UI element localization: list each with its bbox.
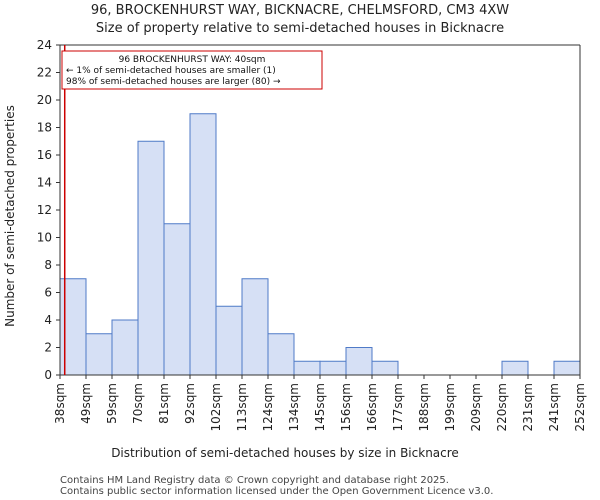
bar-49sqm xyxy=(85,333,113,376)
y-tick-label: 22 xyxy=(37,66,52,80)
chart-subtitle: Size of property relative to semi-detach… xyxy=(96,21,504,36)
x-tick-label: 156sqm xyxy=(339,383,353,431)
bar-59sqm xyxy=(111,319,139,376)
bars-group xyxy=(59,113,581,376)
x-tick-label: 220sqm xyxy=(495,383,509,431)
x-tick-label: 134sqm xyxy=(287,383,301,431)
bar-166sqm xyxy=(371,360,399,376)
y-tick-label: 14 xyxy=(37,176,52,190)
bar-145sqm xyxy=(319,360,347,376)
x-tick-label: 252sqm xyxy=(573,383,587,431)
bar-70sqm xyxy=(137,140,165,376)
bar-134sqm xyxy=(293,360,321,376)
y-tick-label: 20 xyxy=(37,93,52,107)
footer-line-2: Contains public sector information licen… xyxy=(60,486,493,497)
bar-81sqm xyxy=(163,223,191,376)
y-tick-label: 2 xyxy=(44,341,52,355)
y-tick-label: 18 xyxy=(37,121,52,135)
x-ticks: 38sqm 49sqm 59sqm 70sqm 81sqm 92sqm 102sqm 113s… xyxy=(53,375,587,431)
y-tick-label: 24 xyxy=(37,38,52,52)
y-tick-label: 10 xyxy=(37,231,52,245)
y-tick-label: 6 xyxy=(44,286,52,300)
x-axis-label: Distribution of semi-detached houses by … xyxy=(111,446,459,460)
annotation-line-2: ← 1% of semi-detached houses are smaller… xyxy=(66,66,276,76)
x-tick-label: 49sqm xyxy=(79,383,93,424)
x-tick-label: 124sqm xyxy=(261,383,275,431)
x-tick-label: 231sqm xyxy=(521,383,535,431)
annotation-line-1: 96 BROCKENHURST WAY: 40sqm xyxy=(119,55,266,65)
x-tick-label: 177sqm xyxy=(391,383,405,431)
bar-156sqm xyxy=(345,347,373,376)
y-tick-label: 4 xyxy=(44,313,52,327)
bar-92sqm xyxy=(189,113,217,376)
bar-38sqm xyxy=(59,278,87,376)
y-tick-label: 16 xyxy=(37,148,52,162)
bar-241sqm xyxy=(553,360,581,376)
x-tick-label: 102sqm xyxy=(209,383,223,431)
x-tick-label: 113sqm xyxy=(235,383,249,431)
bar-124sqm xyxy=(267,333,295,376)
x-tick-label: 59sqm xyxy=(105,383,119,424)
y-tick-label: 8 xyxy=(44,258,52,272)
chart-title: 96, BROCKENHURST WAY, BICKNACRE, CHELMSF… xyxy=(91,3,509,18)
bar-220sqm xyxy=(501,360,529,376)
x-tick-label: 166sqm xyxy=(365,383,379,431)
annotation-box: 96 BROCKENHURST WAY: 40sqm ← 1% of semi-… xyxy=(61,50,323,90)
x-tick-label: 38sqm xyxy=(53,383,67,424)
annotation-line-3: 98% of semi-detached houses are larger (… xyxy=(66,77,281,87)
x-tick-label: 241sqm xyxy=(547,383,561,431)
y-tick-label: 12 xyxy=(37,203,52,217)
y-tick-label: 0 xyxy=(44,368,52,382)
bar-113sqm xyxy=(241,278,269,376)
bar-102sqm xyxy=(215,305,243,376)
x-tick-label: 81sqm xyxy=(157,383,171,424)
y-axis-label: Number of semi-detached properties xyxy=(3,105,17,327)
x-tick-label: 188sqm xyxy=(417,383,431,431)
annotation-frame xyxy=(61,50,323,90)
x-tick-label: 92sqm xyxy=(183,383,197,424)
x-tick-label: 145sqm xyxy=(313,383,327,431)
x-tick-label: 209sqm xyxy=(469,383,483,431)
footer-line-1: Contains HM Land Registry data © Crown c… xyxy=(60,475,449,486)
x-tick-label: 70sqm xyxy=(131,383,145,424)
x-tick-label: 199sqm xyxy=(443,383,457,431)
